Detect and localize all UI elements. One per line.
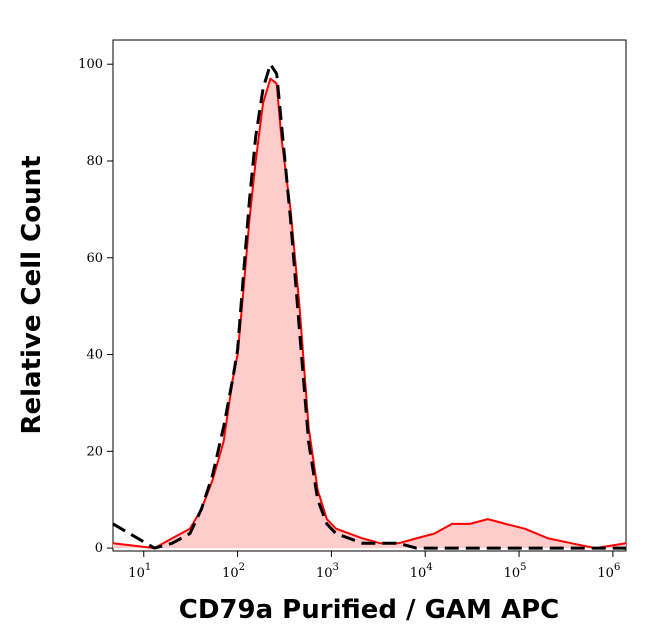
y-tick-label: 20 <box>86 444 103 459</box>
x-tick-base: 10 <box>410 566 427 581</box>
area-fill <box>113 78 626 549</box>
y-tick-label: 100 <box>78 57 103 72</box>
x-tick-exponent: 5 <box>520 562 526 573</box>
x-tick-exponent: 4 <box>426 562 432 573</box>
x-tick-base: 10 <box>504 566 521 581</box>
y-tick-label: 80 <box>86 154 103 169</box>
y-tick-label: 40 <box>86 348 103 363</box>
x-tick-label: 103 <box>316 562 339 581</box>
x-tick-exponent: 6 <box>614 562 620 573</box>
x-tick-exponent: 2 <box>239 562 245 573</box>
x-tick-base: 10 <box>597 566 614 581</box>
x-tick-label: 102 <box>222 562 245 581</box>
series-line <box>112 62 626 550</box>
x-tick-label: 105 <box>504 562 527 581</box>
y-tick-label: 0 <box>95 541 103 556</box>
x-tick-label: 104 <box>410 562 433 581</box>
y-tick-label: 60 <box>86 251 103 266</box>
x-tick-base: 10 <box>316 566 333 581</box>
series-line <box>112 77 627 550</box>
x-tick-label: 101 <box>128 562 151 581</box>
x-tick-exponent: 3 <box>332 562 338 573</box>
x-tick-base: 10 <box>222 566 239 581</box>
y-axis-title: Relative Cell Count <box>17 155 47 434</box>
plot-frame <box>112 39 627 552</box>
x-tick-base: 10 <box>128 566 145 581</box>
x-axis-title: CD79a Purified / GAM APC <box>179 595 560 625</box>
x-tick-exponent: 1 <box>145 562 151 573</box>
x-tick-label: 106 <box>597 562 620 581</box>
